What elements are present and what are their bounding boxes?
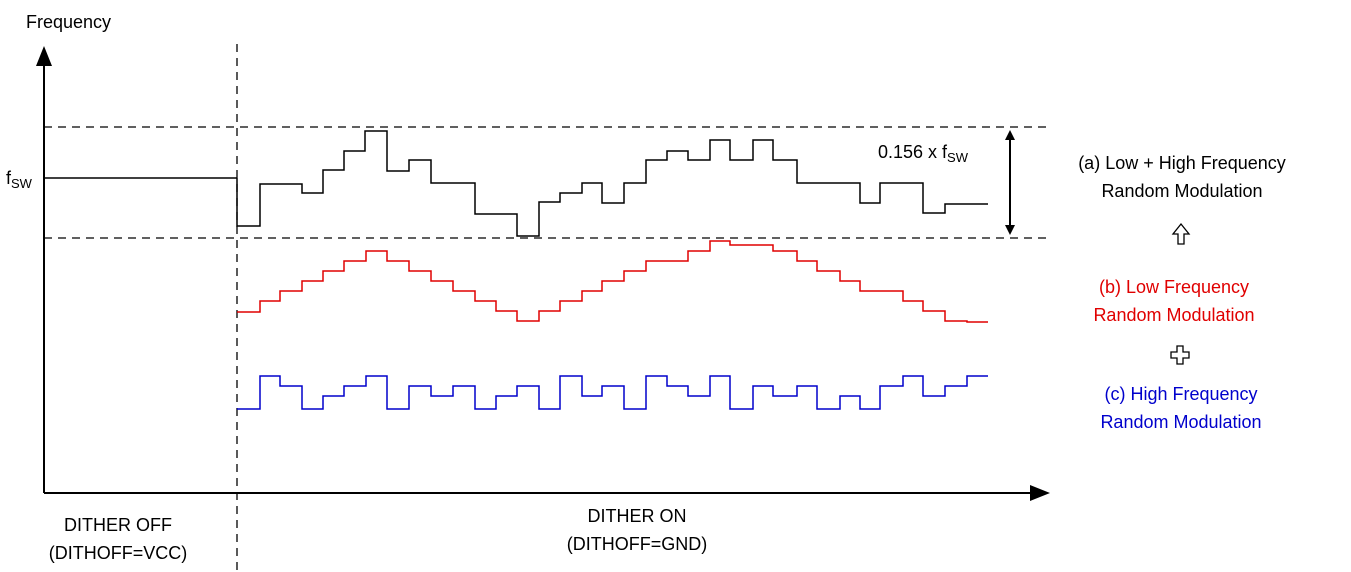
x-axis-arrowhead (1030, 485, 1050, 501)
y-axis-arrowhead (36, 46, 52, 66)
outline-plus-icon (1170, 345, 1190, 365)
fsw-label: fSW (6, 168, 33, 191)
dither-on-label: DITHER ON (588, 506, 687, 526)
y-axis-label: Frequency (26, 12, 111, 32)
dither-on-condition: (DITHOFF=GND) (567, 534, 707, 554)
up-outline-arrow-icon (1171, 222, 1191, 245)
combined-modulation-waveform (236, 130, 988, 237)
combined-modulation-label-line2: Random Modulation (1101, 181, 1262, 201)
dither-off-condition: (DITHOFF=VCC) (49, 543, 188, 563)
high-frequency-modulation-waveform (237, 375, 988, 410)
amplitude-label: 0.156 x fSW (878, 142, 969, 165)
high-frequency-label-line2: Random Modulation (1100, 412, 1261, 432)
dither-off-label: DITHER OFF (64, 515, 172, 535)
low-frequency-label-line2: Random Modulation (1093, 305, 1254, 325)
high-frequency-label-line1: (c) High Frequency (1104, 384, 1257, 404)
low-frequency-label-line1: (b) Low Frequency (1099, 277, 1249, 297)
low-frequency-modulation-waveform (237, 240, 988, 323)
combined-modulation-label-line1: (a) Low + High Frequency (1078, 153, 1286, 173)
